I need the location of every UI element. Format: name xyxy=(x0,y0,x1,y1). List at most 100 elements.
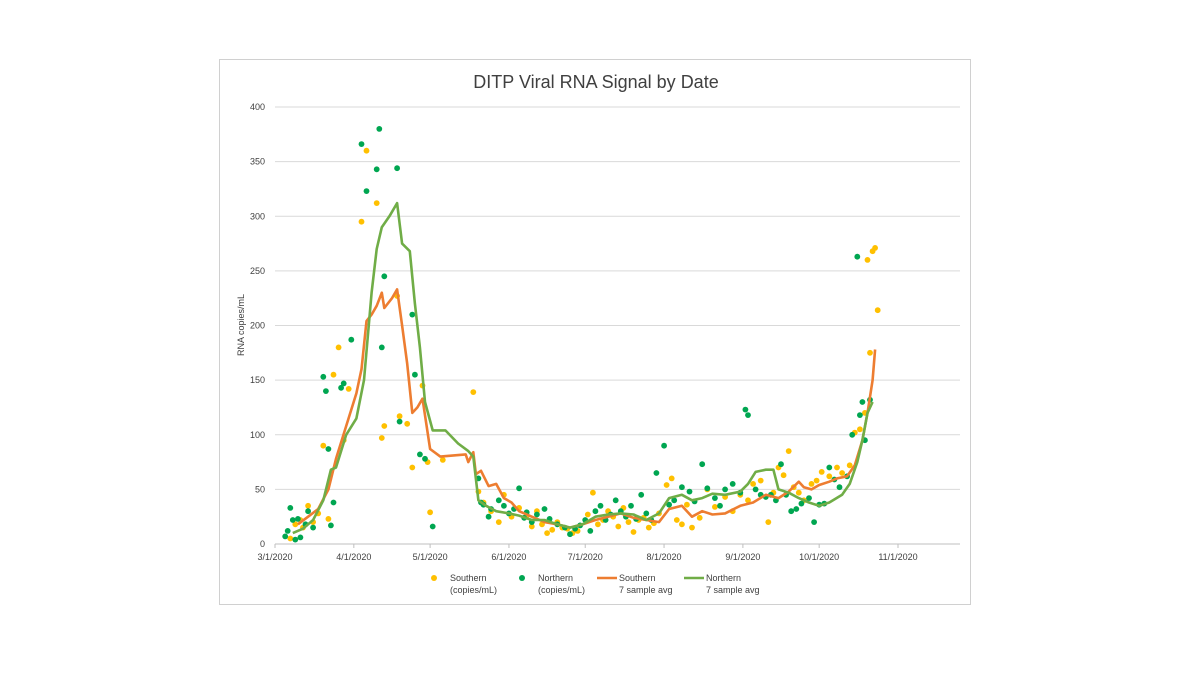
data-point-1 xyxy=(381,273,388,280)
data-point-1 xyxy=(284,528,291,534)
data-point-1 xyxy=(857,412,863,418)
data-point-0 xyxy=(679,521,685,528)
y-tick-label: 350 xyxy=(250,157,265,167)
data-point-0 xyxy=(544,530,550,536)
data-point-1 xyxy=(422,455,428,462)
x-tick-label: 11/1/2020 xyxy=(878,552,917,562)
data-point-0 xyxy=(528,523,535,530)
data-point-0 xyxy=(287,535,294,542)
legend-label: (copies/mL) xyxy=(538,585,585,595)
data-point-1 xyxy=(806,495,812,501)
data-point-1 xyxy=(292,536,299,543)
data-point-1 xyxy=(338,384,344,391)
grid-lines xyxy=(275,106,960,545)
chart-title: DITP Viral RNA Signal by Date xyxy=(473,72,718,92)
data-point-0 xyxy=(745,497,751,504)
data-point-0 xyxy=(404,420,411,427)
data-point-0 xyxy=(785,448,792,454)
data-point-0 xyxy=(363,147,370,154)
data-point-1 xyxy=(849,431,856,438)
data-point-1 xyxy=(666,501,672,508)
data-point-1 xyxy=(661,442,667,449)
data-point-0 xyxy=(765,519,772,525)
data-point-0 xyxy=(495,519,502,525)
data-point-0 xyxy=(874,307,881,314)
legend-swatch-dot xyxy=(431,575,437,581)
data-point-1 xyxy=(409,311,416,318)
data-point-0 xyxy=(358,218,365,225)
data-point-0 xyxy=(439,457,446,463)
legend-label: Southern xyxy=(450,573,487,583)
data-point-1 xyxy=(485,513,492,520)
data-point-1 xyxy=(363,188,370,195)
y-tick-label: 100 xyxy=(250,430,265,440)
data-point-1 xyxy=(358,141,365,147)
data-point-1 xyxy=(330,499,337,506)
data-point-0 xyxy=(818,469,825,475)
data-point-1 xyxy=(859,399,866,405)
data-point-0 xyxy=(808,481,815,487)
x-tick-label: 4/1/2020 xyxy=(336,552,371,562)
x-tick-label: 7/1/2020 xyxy=(568,552,603,562)
x-tick-label: 3/1/2020 xyxy=(257,552,292,562)
data-point-0 xyxy=(373,200,380,207)
x-tick-label: 10/1/2020 xyxy=(799,552,839,562)
data-point-0 xyxy=(615,523,622,530)
data-point-0 xyxy=(872,245,878,251)
series-lines xyxy=(292,201,877,535)
data-point-0 xyxy=(795,489,802,496)
data-point-0 xyxy=(330,371,337,378)
data-point-0 xyxy=(689,524,695,531)
data-point-0 xyxy=(584,511,591,518)
legend-label: Northern xyxy=(538,573,573,583)
y-tick-label: 300 xyxy=(250,211,265,221)
data-point-1 xyxy=(429,523,436,530)
data-point-0 xyxy=(427,509,433,516)
data-point-0 xyxy=(668,475,675,482)
y-axis-label: RNA copies/mL xyxy=(236,294,246,356)
data-point-0 xyxy=(834,464,840,471)
data-point-1 xyxy=(592,508,599,515)
legend-label: 7 sample avg xyxy=(619,585,673,595)
data-point-1 xyxy=(376,126,383,132)
data-point-0 xyxy=(292,521,299,528)
data-point-1 xyxy=(752,486,759,493)
data-point-1 xyxy=(826,464,833,471)
data-point-1 xyxy=(793,506,800,512)
data-point-1 xyxy=(729,481,736,487)
data-point-1 xyxy=(289,517,296,523)
y-tick-label: 400 xyxy=(250,102,265,112)
data-point-1 xyxy=(643,510,650,517)
data-point-1 xyxy=(287,505,294,511)
data-point-0 xyxy=(325,516,332,522)
data-point-1 xyxy=(297,534,304,541)
series-points xyxy=(282,126,881,543)
data-point-0 xyxy=(470,389,477,395)
data-point-1 xyxy=(597,502,604,509)
data-point-1 xyxy=(686,488,693,495)
legend: Southern (copies/mL) Northern (copies/mL) So… xyxy=(431,573,760,595)
data-point-0 xyxy=(780,472,787,479)
data-point-0 xyxy=(590,489,596,496)
data-point-1 xyxy=(295,516,301,522)
data-point-1 xyxy=(501,502,507,509)
data-point-1 xyxy=(742,406,749,413)
data-point-1 xyxy=(628,502,634,509)
data-point-1 xyxy=(495,497,502,504)
data-point-1 xyxy=(378,344,385,351)
data-point-1 xyxy=(788,508,795,515)
data-point-1 xyxy=(541,506,548,512)
data-point-1 xyxy=(417,451,423,458)
data-point-0 xyxy=(757,477,764,484)
data-point-1 xyxy=(340,380,347,387)
legend-label: Northern xyxy=(706,573,741,583)
legend-swatch-dot xyxy=(519,575,525,581)
data-point-1 xyxy=(679,484,685,491)
legend-label: 7 sample avg xyxy=(706,585,760,595)
y-tick-label: 150 xyxy=(250,375,265,385)
chart-frame: DITP Viral RNA Signal by Date 0 50 100 150 2… xyxy=(219,59,971,605)
data-point-0 xyxy=(663,482,670,488)
y-tick-label: 250 xyxy=(250,266,265,276)
data-point-0 xyxy=(625,519,632,525)
data-point-0 xyxy=(345,386,352,392)
